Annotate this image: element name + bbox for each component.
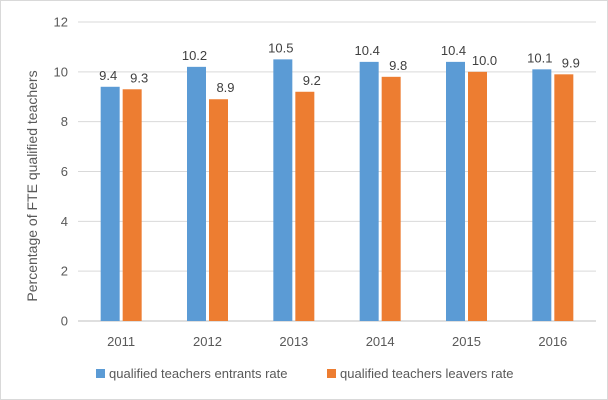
x-tick-label: 2012 [193, 334, 222, 349]
bar-entrants [446, 61, 465, 321]
bars [100, 59, 574, 322]
y-tick-label: 2 [61, 264, 68, 279]
legend-label: qualified teachers leavers rate [340, 366, 513, 381]
x-tick-label: 2016 [538, 334, 567, 349]
bar-entrants [359, 61, 379, 321]
data-label: 9.2 [303, 73, 321, 88]
y-tick-label: 8 [61, 114, 68, 129]
x-tick-label: 2014 [366, 334, 395, 349]
data-label: 9.3 [130, 70, 148, 85]
legend: qualified teachers entrants rate qualifie… [96, 366, 513, 381]
y-tick-label: 0 [61, 314, 68, 329]
data-label: 10.4 [441, 43, 466, 58]
legend-swatch [96, 369, 105, 378]
bar-leavers [209, 99, 228, 321]
data-label: 9.9 [562, 55, 580, 70]
bar-entrants [187, 66, 206, 321]
data-label: 9.4 [99, 68, 117, 83]
y-tick-label: 10 [54, 64, 68, 79]
y-axis-title: Percentage of FTE qualified teachers [24, 70, 40, 301]
legend-swatch [327, 369, 336, 378]
data-label: 10.4 [355, 43, 380, 58]
data-label: 10.5 [268, 40, 293, 55]
y-tick-label: 12 [54, 15, 68, 30]
bar-leavers [122, 89, 142, 322]
x-tick-label: 2015 [452, 334, 481, 349]
data-label: 10.0 [472, 53, 497, 68]
y-tick-label: 6 [61, 164, 68, 179]
x-axis-ticks: 2011 2012 2013 2014 2015 2016 [107, 334, 567, 349]
bar-leavers [468, 71, 487, 321]
bar-leavers [554, 74, 574, 321]
data-label: 10.2 [182, 48, 207, 63]
bar-leavers [295, 91, 315, 322]
bar-entrants [273, 59, 293, 321]
data-label: 8.9 [216, 80, 234, 95]
x-tick-label: 2011 [107, 334, 135, 349]
legend-label: qualified teachers entrants rate [109, 366, 288, 381]
bar-leavers [381, 76, 401, 321]
y-tick-label: 4 [61, 214, 68, 229]
y-axis-ticks: 0 2 4 6 8 10 12 [54, 15, 68, 329]
bar-entrants [100, 86, 120, 322]
data-label: 9.8 [389, 58, 407, 73]
data-labels: 9.4 9.3 10.2 8.9 10.5 9.2 10.4 9.8 10.4 10.0 10.1 9… [99, 40, 580, 95]
x-tick-label: 2013 [279, 334, 308, 349]
gridlines [78, 21, 596, 322]
bar-entrants [532, 69, 552, 321]
data-label: 10.1 [527, 50, 552, 65]
